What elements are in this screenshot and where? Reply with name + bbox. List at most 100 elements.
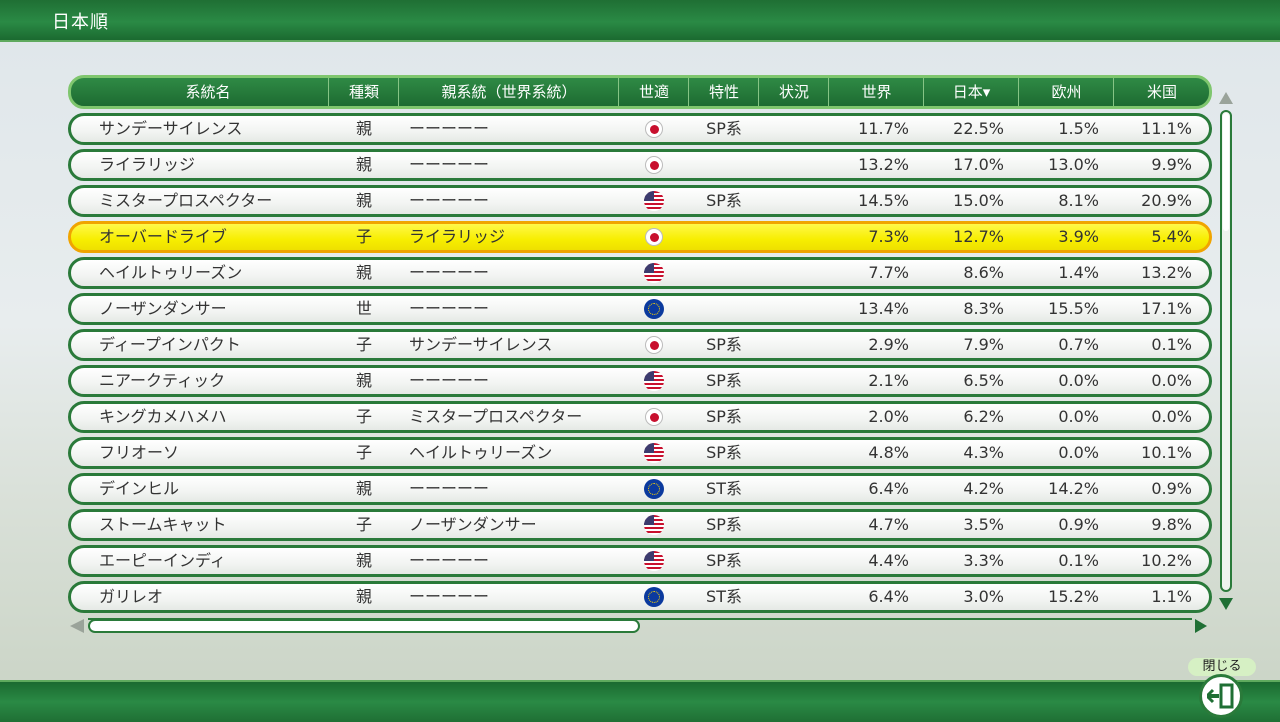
row-japan-share: 17.0% — [953, 155, 1004, 174]
row-fit-region — [619, 479, 689, 499]
row-trait: SP系 — [706, 515, 742, 534]
column-header-trait[interactable]: 特性 — [688, 78, 759, 106]
row-world-share: 2.9% — [868, 335, 909, 354]
column-header-parent[interactable]: 親系統（世界系統） — [398, 78, 619, 106]
row-fit-region — [619, 408, 689, 426]
table-row[interactable]: ノーザンダンサー 世 ーーーーー 13.4% 8.3% 15.5% 17.1% — [68, 293, 1212, 325]
horizontal-scrollbar[interactable] — [70, 618, 1210, 634]
table-row[interactable]: エーピーインディ 親 ーーーーー SP系 4.4% 3.3% 0.1% 10.2% — [68, 545, 1212, 577]
row-parent: ノーザンダンサー — [409, 515, 537, 534]
row-us-share: 20.9% — [1141, 191, 1192, 210]
row-world-share: 7.7% — [868, 263, 909, 282]
row-trait: SP系 — [706, 335, 742, 354]
vertical-scrollbar[interactable] — [1219, 92, 1233, 612]
row-name: ライラリッジ — [99, 155, 196, 174]
scroll-down-arrow-icon[interactable] — [1219, 598, 1233, 610]
row-kind: 親 — [355, 263, 372, 282]
row-europe-share: 1.5% — [1058, 119, 1099, 138]
row-fit-region — [619, 299, 689, 319]
horizontal-scroll-thumb[interactable] — [88, 619, 640, 633]
row-kind: 子 — [355, 443, 372, 462]
row-japan-share: 8.3% — [963, 299, 1004, 318]
row-us-share: 1.1% — [1151, 587, 1192, 606]
row-europe-share: 3.9% — [1058, 227, 1099, 246]
column-header-us[interactable]: 米国 — [1113, 78, 1210, 106]
column-header-kind[interactable]: 種類 — [328, 78, 399, 106]
row-us-share: 17.1% — [1141, 299, 1192, 318]
row-trait — [689, 152, 759, 178]
row-name: サンデーサイレンス — [99, 119, 243, 138]
table-row[interactable]: キングカメハメハ 子 ミスタープロスペクター SP系 2.0% 6.2% 0.0% 0.0% — [68, 401, 1212, 433]
column-header-europe[interactable]: 欧州 — [1018, 78, 1114, 106]
row-europe-share: 15.5% — [1048, 299, 1099, 318]
table-row[interactable]: フリオーソ 子 ヘイルトゥリーズン SP系 4.8% 4.3% 0.0% 10.1% — [68, 437, 1212, 469]
row-kind: 親 — [355, 479, 372, 498]
row-status — [759, 296, 829, 322]
row-parent: ミスタープロスペクター — [409, 407, 583, 426]
row-japan-share: 6.5% — [963, 371, 1004, 390]
vertical-scroll-track[interactable] — [1220, 110, 1232, 592]
table-row[interactable]: ディープインパクト 子 サンデーサイレンス SP系 2.9% 7.9% 0.7% 0.1% — [68, 329, 1212, 361]
row-name: ヘイルトゥリーズン — [99, 263, 243, 282]
row-trait: SP系 — [706, 371, 742, 390]
usa-flag-icon — [644, 263, 664, 283]
row-japan-share: 12.7% — [953, 227, 1004, 246]
column-header-name[interactable]: 系統名 — [185, 83, 231, 101]
table-row[interactable]: ストームキャット 子 ノーザンダンサー SP系 4.7% 3.5% 0.9% 9.8% — [68, 509, 1212, 541]
horizontal-scroll-track[interactable] — [88, 618, 1192, 634]
column-header-status[interactable]: 状況 — [758, 78, 829, 106]
row-parent: ーーーーー — [409, 551, 490, 570]
table-row[interactable]: ガリレオ 親 ーーーーー ST系 6.4% 3.0% 15.2% 1.1% — [68, 581, 1212, 613]
row-world-share: 11.7% — [858, 119, 909, 138]
row-world-share: 13.2% — [858, 155, 909, 174]
table-row[interactable]: サンデーサイレンス 親 ーーーーー SP系 11.7% 22.5% 1.5% 11.1% — [68, 113, 1212, 145]
row-europe-share: 13.0% — [1048, 155, 1099, 174]
japan-flag-icon — [645, 408, 663, 426]
scroll-left-arrow-icon[interactable] — [70, 619, 84, 633]
row-us-share: 5.4% — [1151, 227, 1192, 246]
column-header-japan[interactable]: 日本▾ — [923, 78, 1019, 106]
table-row[interactable]: オーバードライブ 子 ライラリッジ 7.3% 12.7% 3.9% 5.4% — [68, 221, 1212, 253]
table-row[interactable]: デインヒル 親 ーーーーー ST系 6.4% 4.2% 14.2% 0.9% — [68, 473, 1212, 505]
row-japan-share: 3.5% — [963, 515, 1004, 534]
row-japan-share: 8.6% — [963, 263, 1004, 282]
table-row[interactable]: ヘイルトゥリーズン 親 ーーーーー 7.7% 8.6% 1.4% 13.2% — [68, 257, 1212, 289]
row-status — [759, 368, 829, 394]
row-fit-region — [619, 120, 689, 138]
row-world-share: 6.4% — [868, 479, 909, 498]
table-row[interactable]: ニアークティック 親 ーーーーー SP系 2.1% 6.5% 0.0% 0.0% — [68, 365, 1212, 397]
close-button-label: 閉じる — [1188, 658, 1256, 676]
row-us-share: 13.2% — [1141, 263, 1192, 282]
row-world-share: 2.1% — [868, 371, 909, 390]
row-fit-region — [619, 336, 689, 354]
row-parent: ーーーーー — [409, 263, 490, 282]
row-world-share: 4.4% — [868, 551, 909, 570]
japan-flag-icon — [645, 228, 663, 246]
row-world-share: 14.5% — [858, 191, 909, 210]
row-name: オーバードライブ — [99, 227, 227, 246]
column-header-fit[interactable]: 世適 — [618, 78, 689, 106]
column-header-world[interactable]: 世界 — [828, 78, 924, 106]
row-name: ストームキャット — [99, 515, 227, 534]
row-status — [759, 260, 829, 286]
table-row[interactable]: ライラリッジ 親 ーーーーー 13.2% 17.0% 13.0% 9.9% — [68, 149, 1212, 181]
row-europe-share: 8.1% — [1058, 191, 1099, 210]
row-europe-share: 0.0% — [1058, 371, 1099, 390]
scroll-up-arrow-icon[interactable] — [1219, 92, 1233, 104]
row-kind: 世 — [355, 299, 372, 318]
row-kind: 子 — [355, 227, 372, 246]
row-name: ディープインパクト — [99, 335, 241, 354]
row-status — [759, 476, 829, 502]
row-parent: ーーーーー — [409, 371, 490, 390]
row-us-share: 10.2% — [1141, 551, 1192, 570]
vertical-scroll-thumb[interactable] — [1223, 113, 1229, 231]
row-europe-share: 0.0% — [1058, 407, 1099, 426]
row-us-share: 0.9% — [1151, 479, 1192, 498]
row-name: ニアークティック — [99, 371, 226, 390]
table-row[interactable]: ミスタープロスペクター 親 ーーーーー SP系 14.5% 15.0% 8.1% 20.9% — [68, 185, 1212, 217]
row-world-share: 4.8% — [868, 443, 909, 462]
europe-flag-icon — [644, 587, 664, 607]
row-us-share: 10.1% — [1141, 443, 1192, 462]
scroll-right-arrow-icon[interactable] — [1195, 619, 1207, 633]
close-button[interactable]: 閉じる — [1188, 656, 1258, 718]
